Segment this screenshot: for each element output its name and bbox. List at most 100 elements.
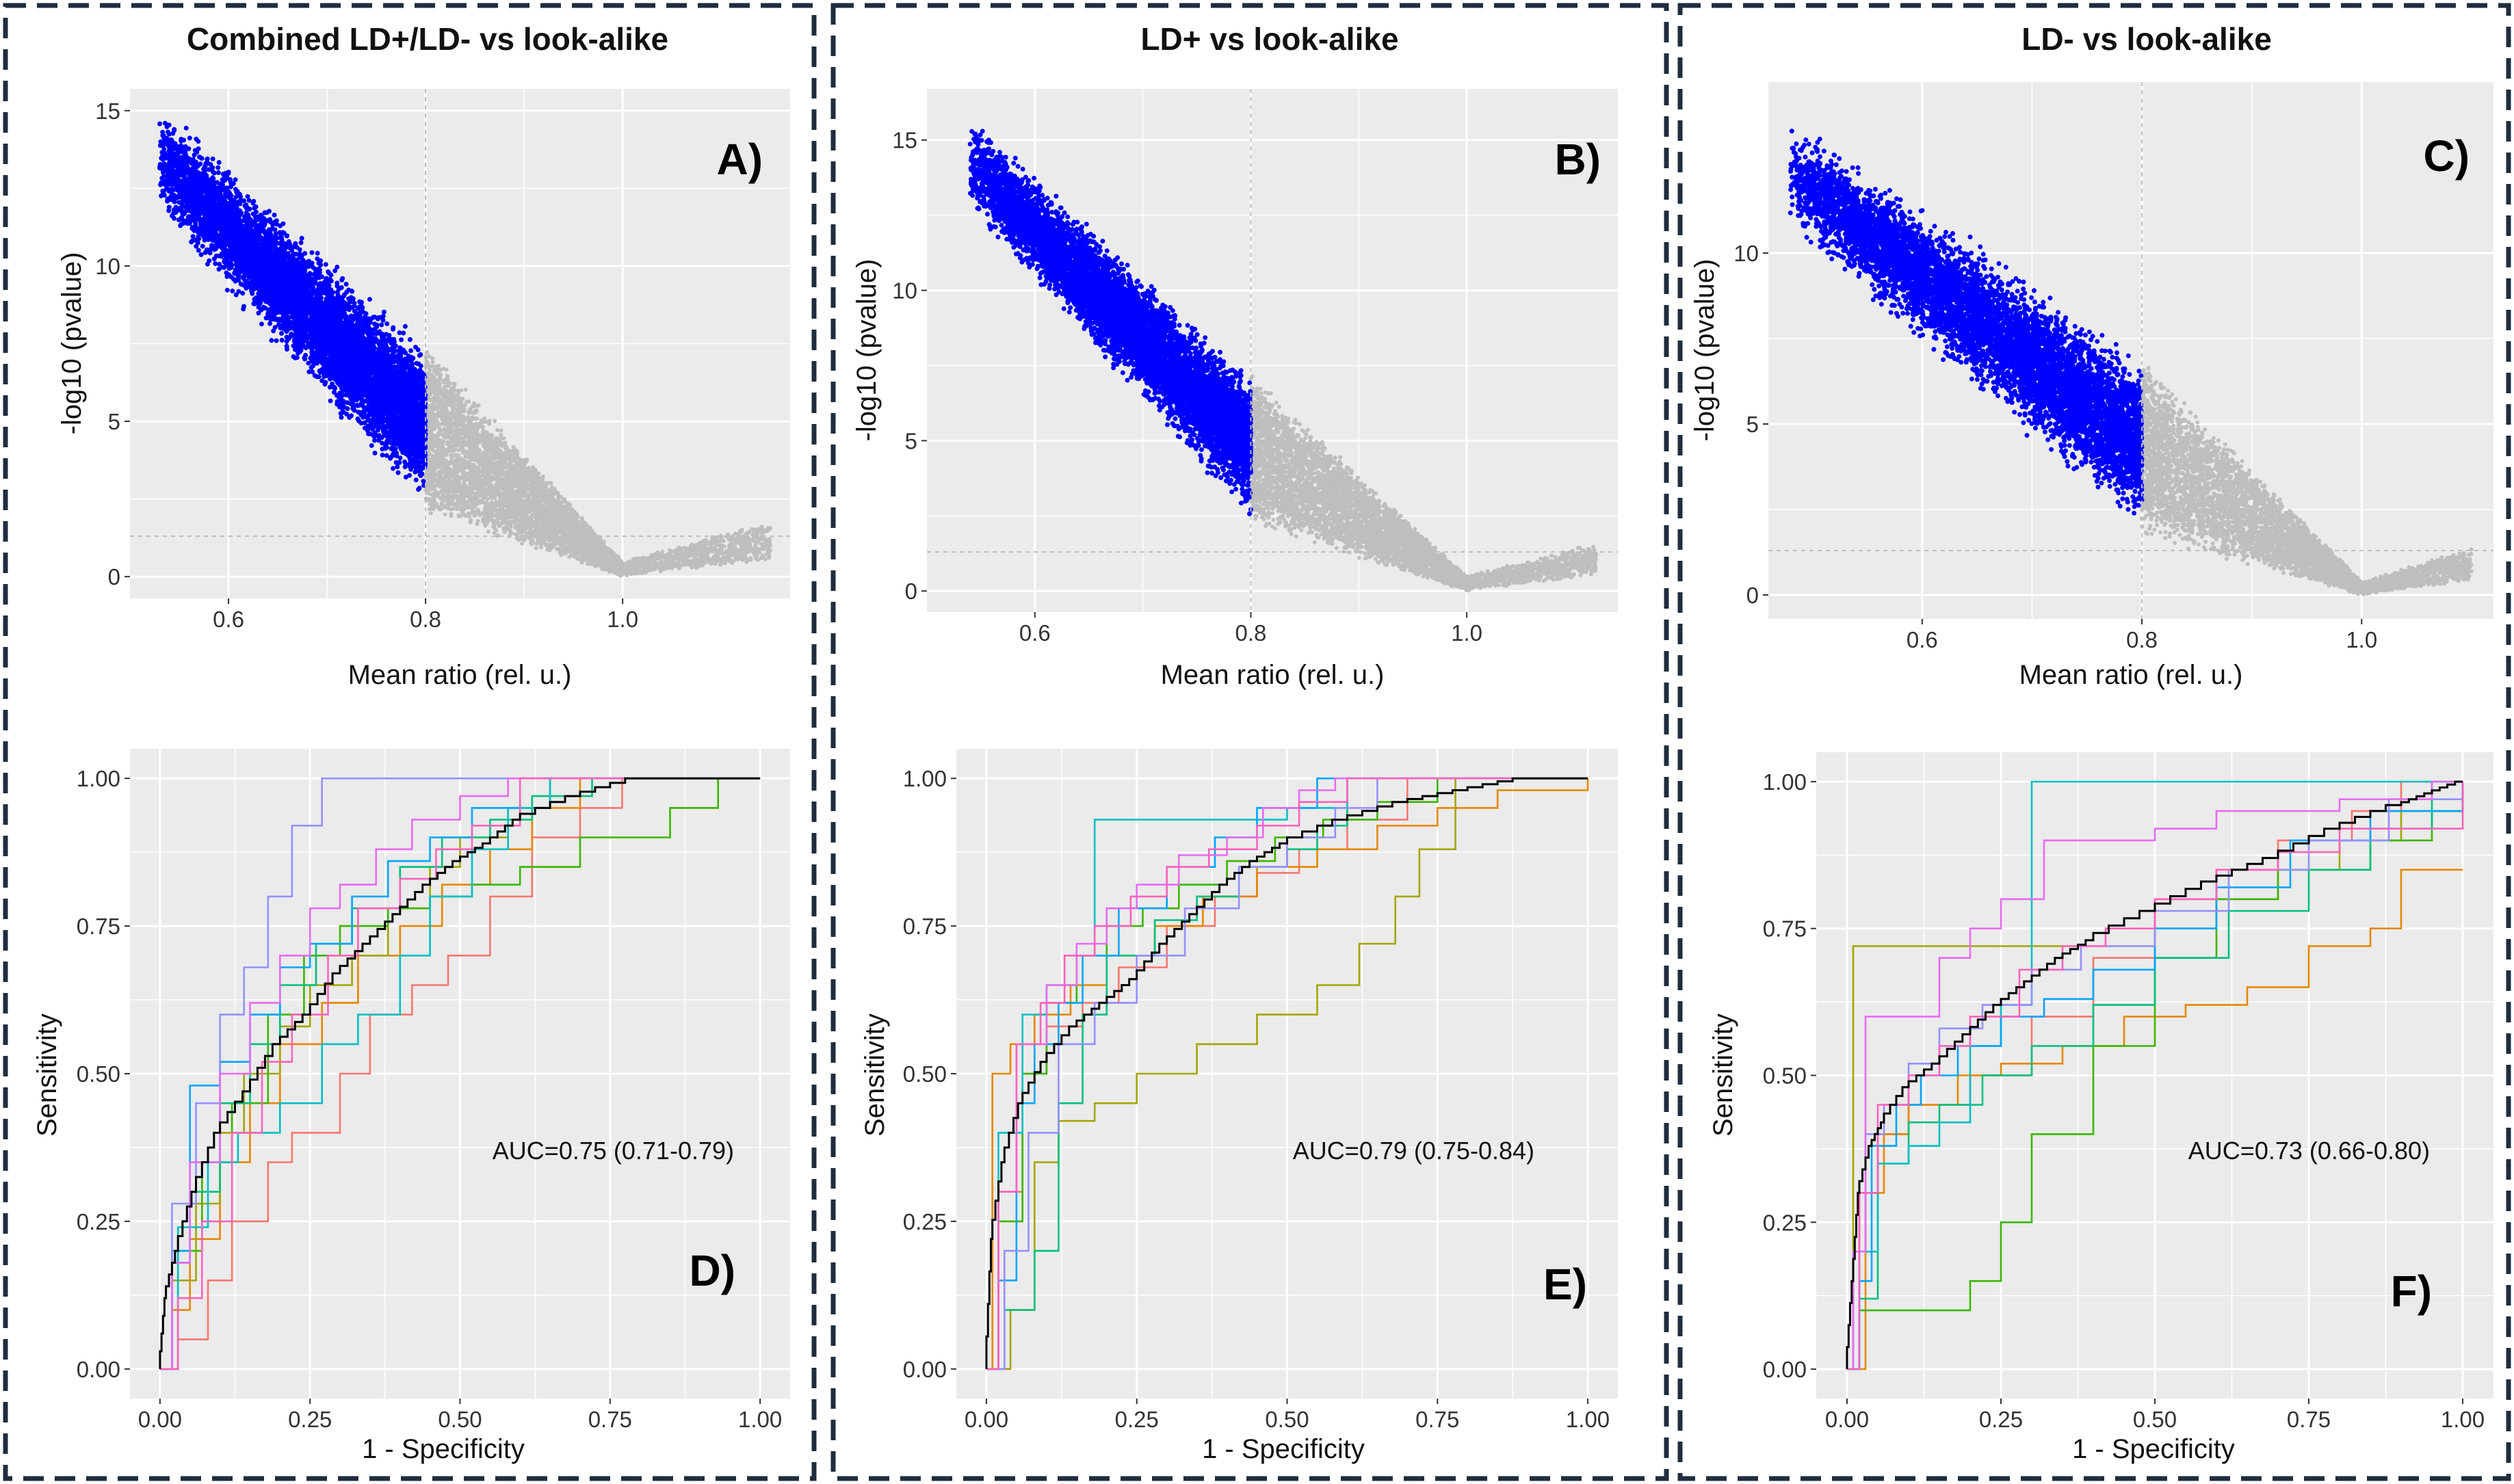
x-axis-label-f: 1 - Specificity — [2072, 1434, 2235, 1464]
roc-curve-d-fold-8 — [159, 777, 761, 1370]
chart-title-b: LD+ vs look-alike — [1140, 21, 1398, 57]
x-tick-label-a-0: 0.6 — [213, 607, 244, 632]
roc-curve-d-fold-10 — [159, 777, 761, 1370]
x-tick-label-c-1: 0.8 — [2126, 627, 2158, 652]
tick-labels-e: 0.00 0.25 0.50 0.75 1.00 0.00 0.25 0.50 0.75 1.00 — [903, 766, 1610, 1432]
x-tick-label-b-2: 1.0 — [1451, 620, 1482, 646]
y-tick-label-a-3: 15 — [95, 98, 120, 124]
x-axis-label-e: 1 - Specificity — [1202, 1434, 1365, 1464]
significant-points-c — [1788, 129, 2145, 516]
x-tick-label-e-3: 0.75 — [1415, 1407, 1459, 1432]
plot-background-b — [927, 89, 1618, 612]
y-tick-label-f-4: 1.00 — [1763, 769, 1807, 795]
roc-curve-d-fold-1 — [159, 777, 761, 1370]
column-border-right — [1677, 3, 2511, 1481]
x-tick-label-b-0: 0.6 — [1019, 620, 1051, 646]
volcano-plot-a: Combined LD+/LD- vs look-alike 0.6 0.8 1.0… — [57, 21, 790, 690]
auc-label-f: AUC=0.73 (0.66-0.80) — [2188, 1137, 2430, 1165]
reference-lines-b — [927, 89, 1618, 612]
x-tick-label-d-2: 0.50 — [438, 1407, 482, 1432]
y-tick-label-e-1: 0.25 — [903, 1209, 947, 1234]
tick-labels-d: 0.00 0.25 0.50 0.75 1.00 0.00 0.25 0.50 0.75 1.00 — [77, 766, 782, 1432]
panel-label-b: B) — [1554, 135, 1601, 184]
y-tick-label-d-0: 0.00 — [77, 1357, 120, 1382]
roc-curve-d-fold-2 — [159, 777, 761, 1370]
roc-plot-d: 0.00 0.25 0.50 0.75 1.00 0.00 0.25 0.50 0.75 1.00… — [32, 749, 790, 1464]
y-tick-label-e-4: 1.00 — [903, 766, 947, 791]
roc-curves-e — [985, 777, 1589, 1370]
panel-label-d: D) — [689, 1246, 735, 1295]
x-tick-label-e-1: 0.25 — [1115, 1407, 1159, 1432]
x-tick-label-c-2: 1.0 — [2346, 627, 2377, 652]
data-points-c — [1788, 129, 2474, 596]
roc-curve-d-fold-3 — [159, 777, 761, 1370]
y-tick-label-c-0: 0 — [1746, 583, 1759, 608]
x-tick-label-f-4: 1.00 — [2441, 1407, 2485, 1432]
reference-lines-a — [130, 89, 790, 598]
roc-curves-d — [159, 777, 761, 1370]
y-axis-label-c: -log10 (pvalue) — [1690, 259, 1720, 442]
x-axis-label-b: Mean ratio (rel. u.) — [1161, 660, 1385, 690]
x-tick-label-a-1: 0.8 — [410, 607, 441, 632]
y-tick-label-b-2: 10 — [892, 278, 917, 304]
x-tick-label-e-2: 0.50 — [1265, 1407, 1309, 1432]
panel-label-e: E) — [1543, 1260, 1587, 1309]
x-tick-label-d-0: 0.00 — [138, 1407, 182, 1432]
y-tick-label-d-3: 0.75 — [77, 914, 120, 939]
auc-label-e: AUC=0.79 (0.75-0.84) — [1293, 1137, 1534, 1165]
auc-label-d: AUC=0.75 (0.71-0.79) — [493, 1137, 734, 1165]
y-tick-label-f-0: 0.00 — [1763, 1357, 1807, 1382]
panel-label-f: F) — [2391, 1267, 2432, 1316]
significant-points-b — [967, 129, 1253, 516]
y-tick-label-f-2: 0.50 — [1763, 1063, 1807, 1089]
roc-curve-e-fold-3 — [986, 777, 1588, 1370]
y-tick-label-d-1: 0.25 — [77, 1209, 120, 1234]
roc-curve-d-fold-9 — [159, 777, 761, 1370]
volcano-plot-b: LD+ vs look-alike 0.6 0.8 1.0 0 5 10 15 B) Mea… — [852, 21, 1618, 690]
x-tick-label-f-1: 0.25 — [1979, 1407, 2023, 1432]
y-tick-label-e-0: 0.00 — [903, 1357, 947, 1382]
tick-labels-f: 0.00 0.25 0.50 0.75 1.00 0.00 0.25 0.50 0.75 1.00 — [1763, 769, 2485, 1432]
x-tick-label-d-4: 1.00 — [738, 1407, 782, 1432]
y-axis-label-a: -log10 (pvalue) — [57, 252, 87, 435]
volcano-plot-c: LD- vs look-alike 0.6 0.8 1.0 0 5 10 C) Mean … — [1690, 21, 2493, 690]
roc-curve-e-fold-5 — [986, 777, 1588, 1370]
tick-labels-c: 0.6 0.8 1.0 0 5 10 — [1733, 241, 2377, 652]
panel-label-c: C) — [2423, 131, 2470, 181]
data-points-b — [967, 129, 1599, 593]
roc-curve-e-fold-8 — [986, 777, 1588, 1370]
roc-curve-f-fold-9 — [1847, 780, 2463, 1370]
roc-curve-d-mean — [159, 777, 761, 1369]
x-tick-label-f-2: 0.50 — [2133, 1407, 2177, 1432]
y-tick-label-d-4: 1.00 — [77, 766, 120, 791]
y-axis-label-e: Sensitivity — [860, 1013, 890, 1137]
y-tick-label-e-3: 0.75 — [903, 914, 947, 939]
x-tick-label-f-0: 0.00 — [1825, 1407, 1869, 1432]
data-points-a — [157, 120, 773, 578]
y-tick-label-b-3: 15 — [892, 128, 917, 153]
chart-title-a: Combined LD+/LD- vs look-alike — [187, 21, 668, 57]
y-tick-label-d-2: 0.50 — [77, 1061, 120, 1087]
y-tick-label-a-2: 10 — [95, 254, 120, 279]
nonsignificant-points-a — [423, 350, 773, 578]
x-tick-label-e-4: 1.00 — [1566, 1407, 1610, 1432]
reference-lines-c — [1768, 82, 2493, 619]
x-axis-label-c: Mean ratio (rel. u.) — [2019, 660, 2243, 690]
x-axis-label-a: Mean ratio (rel. u.) — [348, 660, 572, 690]
tick-labels-b: 0.6 0.8 1.0 0 5 10 15 — [892, 128, 1482, 646]
x-axis-label-d: 1 - Specificity — [362, 1434, 525, 1464]
column-border-left — [3, 3, 817, 1481]
x-tick-label-c-0: 0.6 — [1907, 627, 1938, 652]
roc-curve-d-fold-6 — [159, 777, 761, 1370]
y-axis-label-b: -log10 (pvalue) — [852, 259, 882, 442]
x-tick-label-d-3: 0.75 — [588, 1407, 632, 1432]
y-tick-label-c-2: 10 — [1733, 241, 1759, 266]
x-tick-label-b-1: 0.8 — [1235, 620, 1267, 646]
nonsignificant-points-c — [2140, 366, 2474, 596]
x-tick-label-a-2: 1.0 — [607, 607, 638, 632]
tick-labels-a: 0.6 0.8 1.0 0 5 10 15 — [95, 98, 638, 632]
roc-curve-f-fold-8 — [1847, 782, 2464, 1370]
y-tick-label-a-1: 5 — [108, 409, 120, 434]
y-tick-label-e-2: 0.50 — [903, 1061, 947, 1087]
significant-points-a — [157, 120, 428, 492]
